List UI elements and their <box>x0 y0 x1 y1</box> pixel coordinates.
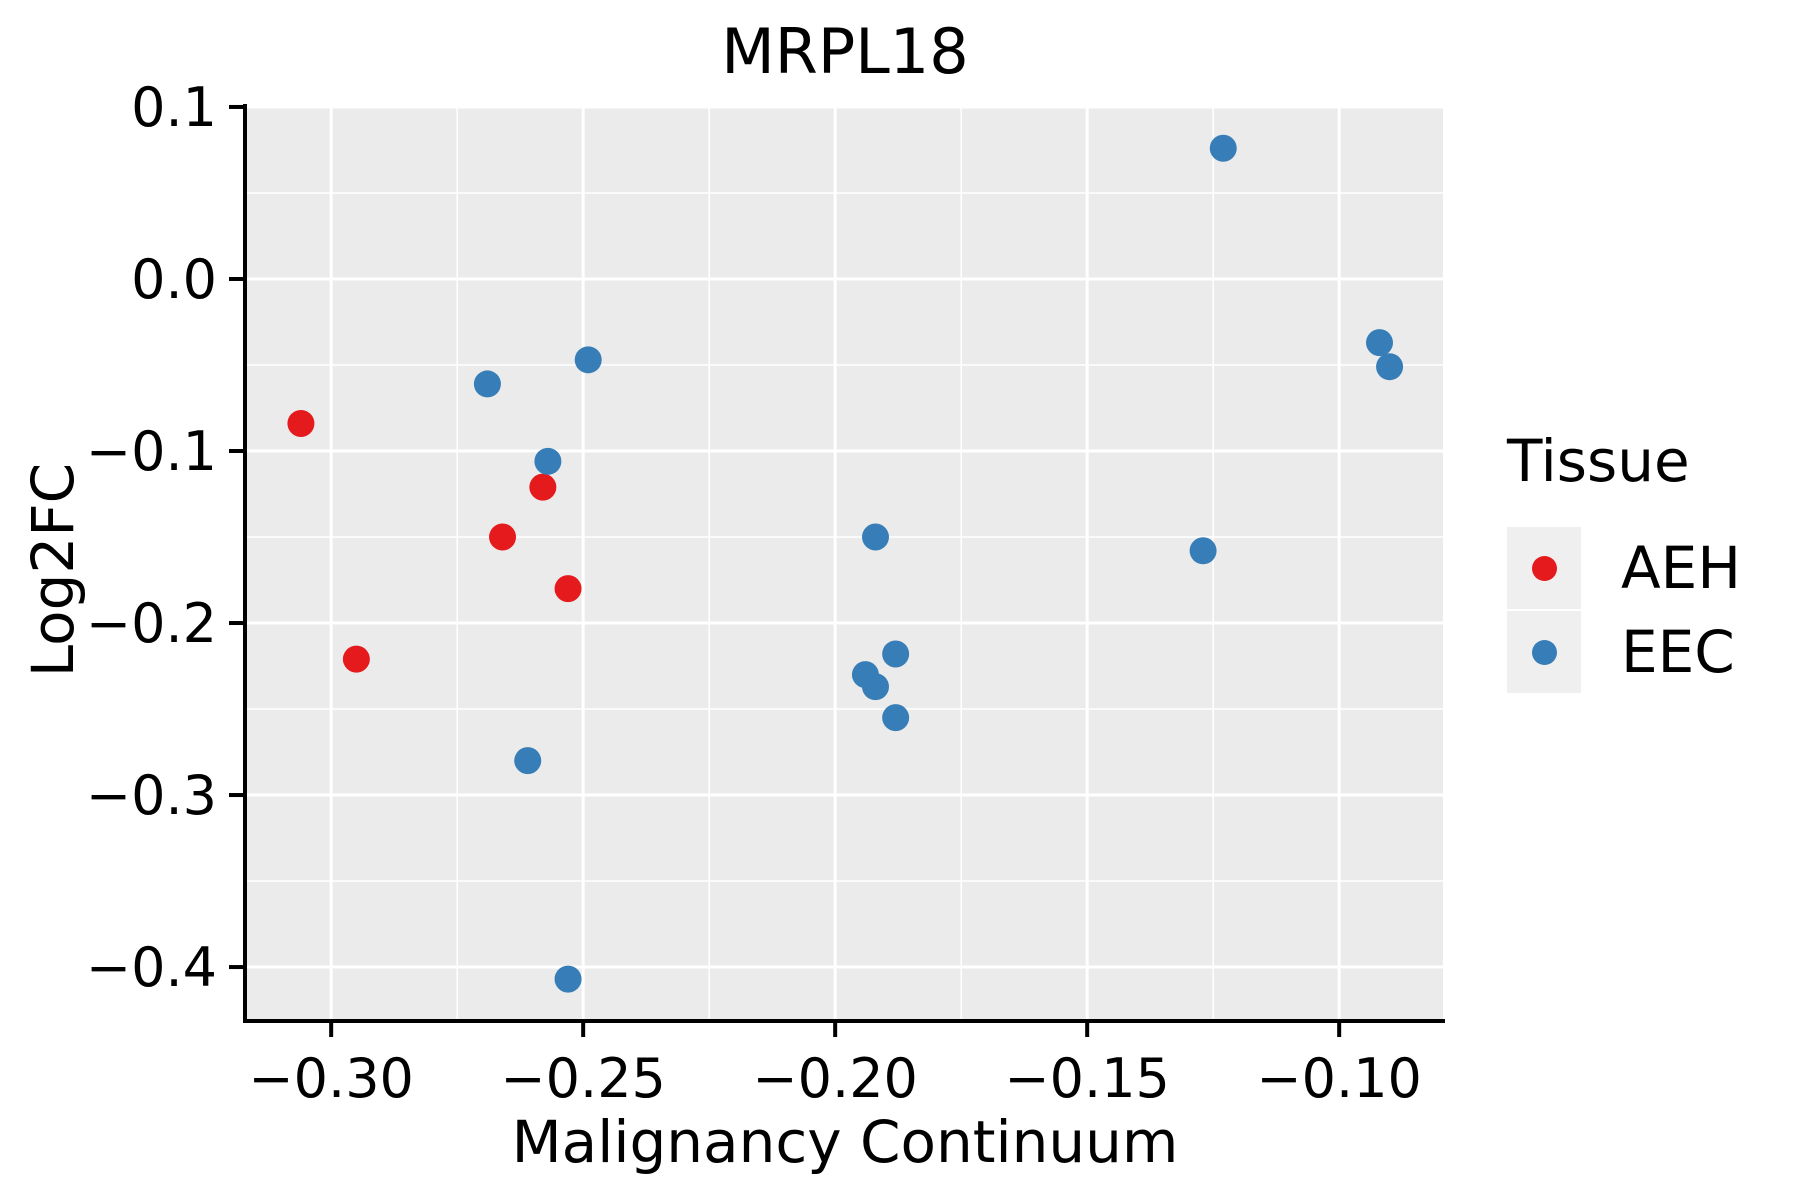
legend: Tissue AEH EEC <box>1507 432 1797 694</box>
y-tick-label: −0.3 <box>86 764 217 827</box>
data-point-eec <box>534 447 562 475</box>
data-point-eec <box>1365 329 1393 357</box>
x-axis-title: Malignancy Continuum <box>511 1108 1179 1176</box>
x-tick-label: −0.20 <box>752 1047 917 1110</box>
plot-panel <box>247 108 1443 1019</box>
y-axis-title: Log2FC <box>19 462 87 678</box>
data-point-eec <box>1189 537 1217 565</box>
y-tick-label: 0.0 <box>131 248 217 311</box>
x-tick-label: −0.15 <box>1004 1047 1169 1110</box>
x-tick-label: −0.10 <box>1256 1047 1421 1110</box>
data-point-eec <box>554 965 582 993</box>
data-point-aeh <box>287 409 315 437</box>
x-tick-label: −0.25 <box>500 1047 665 1110</box>
data-point-eec <box>861 523 889 551</box>
data-point-eec <box>882 704 910 732</box>
data-point-eec <box>574 346 602 374</box>
data-point-aeh <box>342 645 370 673</box>
data-point-eec <box>861 673 889 701</box>
data-point-eec <box>1209 134 1237 162</box>
legend-title: Tissue <box>1507 427 1690 495</box>
data-point-aeh <box>554 575 582 603</box>
legend-item-eec: EEC <box>1507 610 1797 694</box>
y-tick-label: −0.4 <box>86 936 217 999</box>
legend-item-aeh: AEH <box>1507 526 1797 610</box>
legend-label-aeh: AEH <box>1621 534 1741 602</box>
plot-title: MRPL18 <box>721 15 969 88</box>
y-tick-label: −0.1 <box>86 420 217 483</box>
data-point-aeh <box>489 523 517 551</box>
legend-key-box <box>1507 527 1581 609</box>
data-point-eec <box>473 370 501 398</box>
aeh-dot-icon <box>1531 555 1557 581</box>
data-point-aeh <box>529 473 557 501</box>
data-point-eec <box>1376 353 1404 381</box>
y-tick-label: −0.2 <box>86 592 217 655</box>
x-tick-label: −0.30 <box>248 1047 413 1110</box>
data-point-eec <box>882 640 910 668</box>
legend-key-box <box>1507 611 1581 693</box>
legend-label-eec: EEC <box>1621 618 1735 686</box>
eec-dot-icon <box>1531 639 1557 665</box>
y-tick-label: 0.1 <box>131 76 217 139</box>
data-point-eec <box>514 747 542 775</box>
